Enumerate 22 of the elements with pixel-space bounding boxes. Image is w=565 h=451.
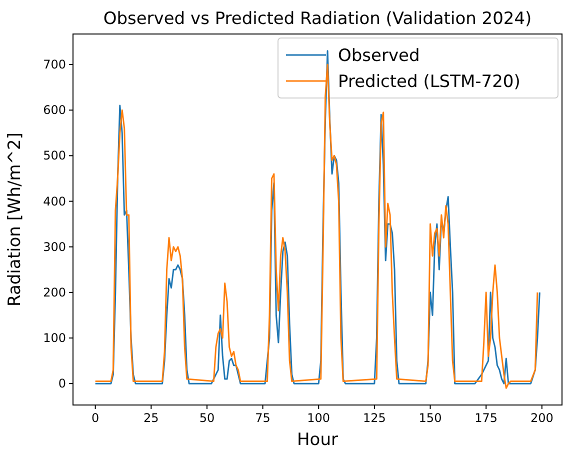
x-axis-title: Hour xyxy=(297,430,338,450)
y-axis-title: Radiation [Wh/m^2] xyxy=(5,132,25,306)
legend-label: Predicted (LSTM-720) xyxy=(338,72,520,92)
x-tick-label: 50 xyxy=(199,411,215,425)
x-tick-label: 200 xyxy=(530,411,554,425)
x-tick-label: 25 xyxy=(144,411,159,425)
y-tick-label: 600 xyxy=(43,103,66,118)
x-tick-label: 175 xyxy=(474,411,498,425)
y-tick-label: 0 xyxy=(58,376,66,391)
x-tick-label: 125 xyxy=(362,411,386,425)
legend-label: Observed xyxy=(338,46,420,66)
y-tick-label: 100 xyxy=(43,331,66,345)
x-tick-label: 150 xyxy=(418,411,442,425)
y-tick-label: 500 xyxy=(43,148,66,163)
y-tick-label: 300 xyxy=(43,240,66,254)
y-tick-label: 700 xyxy=(43,58,66,72)
x-tick-label: 75 xyxy=(255,411,270,425)
y-tick-label: 200 xyxy=(43,285,66,300)
x-tick-label: 100 xyxy=(307,411,330,425)
chart-title: Observed vs Predicted Radiation (Validation 2024) xyxy=(103,9,532,29)
x-tick-label: 0 xyxy=(92,411,100,425)
y-tick-label: 400 xyxy=(43,194,66,208)
